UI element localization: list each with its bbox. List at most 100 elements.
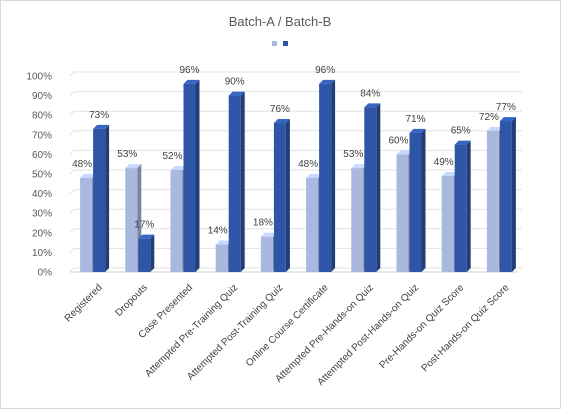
data-label: 18% [253, 218, 273, 229]
bar-top [364, 103, 381, 108]
x-tick-label: Attempted Post-Training Quiz [185, 282, 285, 382]
bar-side [240, 91, 245, 272]
gridline-diag [69, 150, 75, 155]
bar-2-1 [93, 124, 110, 272]
bar-front [138, 238, 151, 272]
bar-top [138, 234, 155, 239]
gridline-diag [69, 208, 75, 214]
bar-top [93, 124, 110, 129]
bar-2-3 [183, 79, 200, 272]
data-label: 76% [270, 104, 290, 115]
chart-title: Batch-A / Batch-B [229, 14, 332, 29]
bar-front [499, 121, 512, 272]
data-label: 65% [451, 126, 471, 137]
bar-top [454, 140, 471, 145]
data-label: 17% [134, 220, 154, 231]
bar-side [376, 103, 381, 272]
bar-front [409, 132, 422, 272]
bar-front [260, 236, 273, 272]
gridline-diag [69, 91, 75, 96]
bar-front [306, 177, 319, 272]
bar-2-6 [319, 79, 336, 272]
bar-side [150, 234, 155, 272]
data-label: 53% [343, 149, 363, 160]
bar-front [125, 168, 138, 272]
y-tick-label: 40% [32, 189, 52, 200]
bar-side [466, 140, 471, 272]
data-label: 71% [405, 114, 425, 125]
y-tick-label: 60% [32, 150, 52, 161]
bar-top [319, 79, 336, 84]
bar-front [396, 154, 409, 272]
data-label: 77% [496, 102, 516, 113]
bar-front [319, 83, 332, 272]
x-tick-label: Post-Hands-on Quiz Score [420, 282, 512, 374]
data-labels: 48% 73% 53% 17% 52% 96% 14% 90% 18% 76% 48% 96% 53% 8… [72, 65, 516, 237]
y-tick-label: 100% [26, 72, 52, 83]
y-tick-label: 30% [32, 209, 52, 220]
bar-top [351, 164, 368, 169]
y-tick-label: 20% [32, 228, 52, 239]
bar-front [93, 128, 106, 272]
x-tick-label: Pre-Hands-on Quiz Score [378, 282, 467, 371]
bar-top [170, 166, 187, 171]
data-label: 96% [315, 65, 335, 76]
bar-side [105, 124, 110, 272]
bar-top [441, 171, 458, 176]
data-label: 49% [434, 157, 454, 168]
bar-top [215, 240, 232, 245]
gridline-diag [69, 189, 75, 194]
bar-side [285, 119, 290, 272]
y-tick-label: 10% [32, 248, 52, 259]
data-label: 53% [117, 149, 137, 160]
gridline-diag [69, 267, 75, 273]
x-tick-label: Online Course Certificate [244, 282, 331, 369]
x-tick-label: Dropouts [113, 282, 149, 318]
x-tick-label: Registered [63, 282, 105, 324]
bar-top [486, 126, 503, 131]
gridline-diag [69, 71, 75, 77]
legend-swatch-2 [283, 41, 288, 46]
bar-front [228, 95, 241, 272]
data-label: 14% [208, 226, 228, 237]
bar-front [486, 130, 499, 272]
bar-top [125, 164, 142, 169]
bar-2-9 [454, 140, 471, 272]
bar-front [364, 107, 377, 272]
bar-side [331, 79, 336, 272]
y-axis: 0% 10% 20% 30% 40% 50% 60% 70% 80% 90% 100% [26, 72, 52, 279]
y-tick-label: 70% [32, 130, 52, 141]
data-label: 60% [388, 135, 408, 146]
data-label: 90% [225, 77, 245, 88]
bar-front [80, 177, 93, 272]
bar-front [215, 244, 228, 272]
y-tick-label: 50% [32, 170, 52, 181]
bar-top [260, 232, 277, 237]
x-tick-label: Attempted Pre-Hands-on Quiz [273, 282, 375, 384]
bar-side [195, 79, 200, 272]
y-tick-label: 90% [32, 91, 52, 102]
bar-top [228, 91, 245, 96]
y-tick-label: 80% [32, 111, 52, 122]
bar-top [499, 117, 516, 122]
data-label: 73% [89, 110, 109, 121]
data-label: 48% [72, 159, 92, 170]
bar-2-7 [364, 103, 381, 272]
data-label: 52% [162, 151, 182, 162]
data-label: 84% [360, 88, 380, 99]
bar-2-8 [409, 128, 426, 272]
bar-top [80, 173, 97, 178]
gridline-diag [69, 110, 75, 116]
y-tick-label: 0% [38, 268, 53, 279]
bar-front [441, 175, 454, 272]
legend [272, 41, 288, 46]
gridline-diag [69, 130, 75, 136]
bar-top [273, 119, 290, 124]
bar-2-4 [228, 91, 245, 272]
bar-2-2 [138, 234, 155, 272]
bar-side [421, 128, 426, 272]
bar-top [306, 173, 323, 178]
data-label: 48% [298, 159, 318, 170]
